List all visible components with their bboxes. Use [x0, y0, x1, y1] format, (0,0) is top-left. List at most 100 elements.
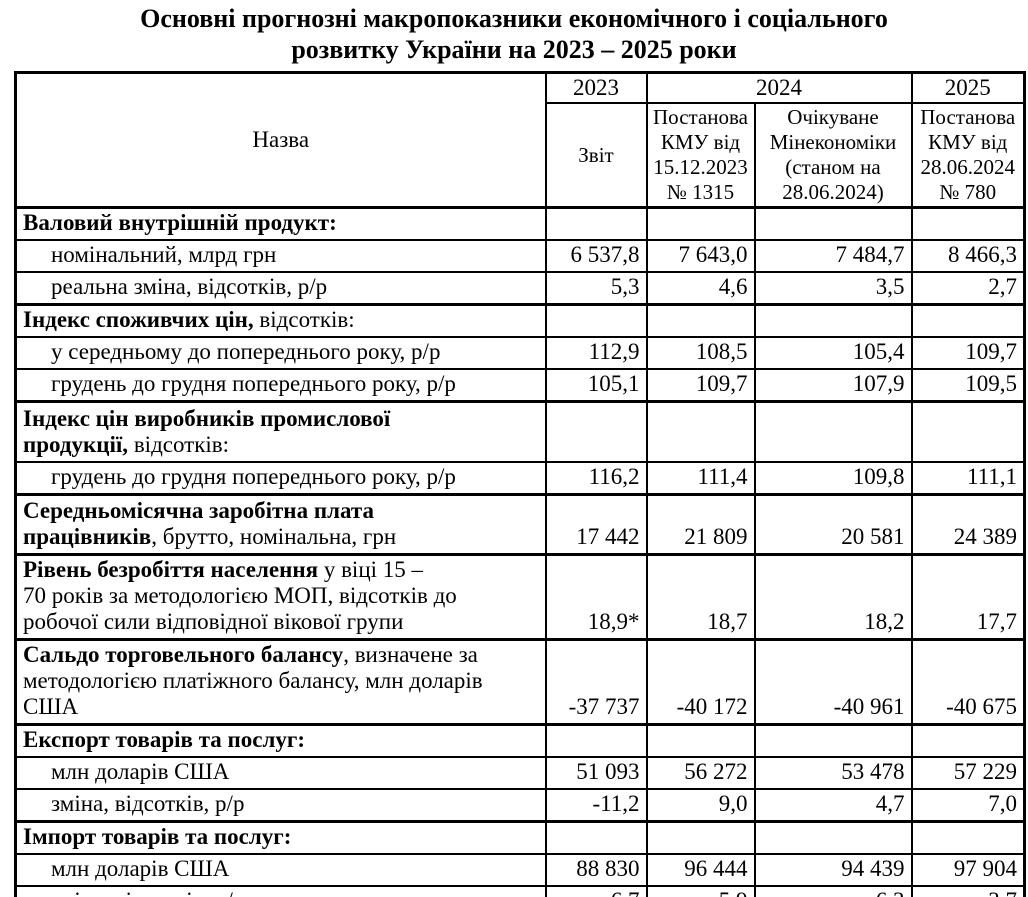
row-label-normal: млн доларів США: [51, 758, 230, 784]
row-label: млн доларів США: [14, 852, 547, 887]
value-cell: [544, 819, 648, 855]
page-title: Основні прогнозні макропоказники економі…: [140, 4, 888, 64]
table-row-trade-balance: Сальдо торговельного балансу, визначене …: [14, 637, 1026, 725]
col-header-2025: 2025: [910, 71, 1026, 104]
value-cell: [910, 819, 1026, 855]
row-label-bold: Рівень безробіття населення: [23, 556, 319, 582]
value-cell: 51 093: [544, 755, 648, 790]
value-cell: 5,9: [645, 884, 756, 897]
row-label: Індекс цін виробників промислової продук…: [14, 400, 547, 463]
value-cell: -40 675: [910, 637, 1026, 725]
value-cell: [645, 400, 756, 463]
year-header-row: Назва 2023 2024 2025: [14, 71, 1026, 209]
value-cell: 7,0: [910, 787, 1026, 822]
table-row-average-wage: Середньомісячна заробітна плата працівни…: [14, 492, 1026, 555]
value-cell: [544, 400, 648, 463]
value-cell: [753, 819, 913, 855]
col-header-name: Назва: [14, 71, 547, 209]
value-cell: 7 643,0: [645, 239, 756, 273]
row-label: грудень до грудня попереднього року, р/р: [14, 368, 547, 403]
value-cell: 18,7: [645, 552, 756, 640]
row-label-bold: Валовий внутрішній продукт:: [23, 210, 337, 235]
value-cell: 24 389: [910, 492, 1026, 555]
table-row-gdp-real-change: реальна зміна, відсотків, р/р 5,3 4,6 3,…: [14, 271, 1026, 306]
value-cell: 116,2: [544, 460, 648, 495]
value-cell: [645, 722, 756, 758]
value-cell: [753, 303, 913, 338]
value-cell: 7 484,7: [753, 239, 913, 273]
table-row-import-section: Імпорт товарів та послуг:: [14, 819, 1026, 855]
value-cell: [645, 206, 756, 241]
value-cell: 4,6: [645, 271, 756, 306]
row-label-bold: Сальдо торговельного балансу: [23, 641, 344, 667]
value-cell: 6 537,8: [544, 239, 648, 273]
value-cell: 2,7: [910, 271, 1026, 306]
value-cell: 105,4: [753, 336, 913, 370]
value-cell: 53 478: [753, 755, 913, 790]
table-row-export-usd: млн доларів США 51 093 56 272 53 478 57 …: [14, 755, 1026, 790]
value-cell: 18,9*: [544, 552, 648, 640]
value-cell: 18,2: [753, 552, 913, 640]
row-label-normal: відсотків:: [253, 307, 355, 332]
row-label: реальна зміна, відсотків, р/р: [14, 271, 547, 306]
col-header-2023: 2023: [544, 71, 648, 104]
table-row-gdp-nominal: номінальний, млрд грн 6 537,8 7 643,0 7 …: [14, 239, 1026, 273]
row-label-normal: відсотків:: [128, 431, 230, 457]
table-row-cpi-average: у середньому до попереднього року, р/р 1…: [14, 336, 1026, 370]
row-label: номінальний, млрд грн: [14, 239, 547, 273]
row-label-normal: зміна, відсотків, р/р: [51, 790, 245, 816]
col-subheader-expected: Очікуване Мінекономіки (станом на 28.06.…: [753, 102, 913, 209]
row-label-bold: Індекс цін виробників промислової продук…: [23, 405, 391, 457]
value-cell: 105,1: [544, 368, 648, 403]
row-label: Сальдо торговельного балансу, визначене …: [14, 637, 547, 725]
row-label: Середньомісячна заробітна плата працівни…: [14, 492, 547, 555]
row-label-normal: реальна зміна, відсотків, р/р: [51, 274, 328, 299]
value-cell: [645, 819, 756, 855]
row-label-normal: млн доларів США: [51, 855, 230, 881]
value-cell: [753, 400, 913, 463]
value-cell: 4,7: [753, 787, 913, 822]
table-row-import-usd: млн доларів США 88 830 96 444 94 439 97 …: [14, 852, 1026, 887]
value-cell: 57 229: [910, 755, 1026, 790]
sub-header-row: Звіт Постанова КМУ від 15.12.2023 № 1315…: [16, 102, 1026, 209]
value-cell: 109,7: [645, 368, 756, 403]
row-label: Рівень безробіття населення у віці 15 – …: [14, 552, 547, 640]
col-subheader-resolution-1315: Постанова КМУ від 15.12.2023 № 1315: [645, 102, 756, 209]
row-label: Валовий внутрішній продукт:: [14, 206, 547, 241]
value-cell: 111,1: [910, 460, 1026, 495]
row-label-bold: Імпорт товарів та послуг:: [23, 823, 292, 849]
macro-indicators-table: Назва 2023 2024 2025 Звіт Постанова КМУ …: [14, 71, 1026, 897]
row-label-normal: зміна, відсотків, р/р: [51, 888, 244, 897]
row-label: Імпорт товарів та послуг:: [14, 819, 547, 855]
value-cell: 8 466,3: [910, 239, 1026, 273]
value-cell: -40 961: [753, 637, 913, 725]
row-label-normal: , брутто, номінальна, грн: [151, 523, 397, 549]
table-row-import-change: зміна, відсотків, р/р 6,7 5,9 6,3 3,7: [14, 884, 1026, 897]
value-cell: 109,8: [753, 460, 913, 495]
value-cell: 96 444: [645, 852, 756, 887]
row-label: зміна, відсотків, р/р: [14, 787, 547, 822]
value-cell: [753, 206, 913, 241]
col-subheader-report: Звіт: [544, 102, 648, 209]
value-cell: 111,4: [645, 460, 756, 495]
row-label: у середньому до попереднього року, р/р: [14, 336, 547, 370]
value-cell: 5,3: [544, 271, 648, 306]
value-cell: 109,7: [910, 336, 1026, 370]
value-cell: 21 809: [645, 492, 756, 555]
value-cell: 97 904: [910, 852, 1026, 887]
row-label-normal: , визначене за методологією платіжного б…: [23, 641, 483, 719]
value-cell: 6,3: [753, 884, 913, 897]
value-cell: [910, 303, 1026, 338]
value-cell: [544, 206, 648, 241]
row-label: зміна, відсотків, р/р: [14, 884, 547, 897]
value-cell: [753, 722, 913, 758]
value-cell: 6,7: [544, 884, 648, 897]
row-label-normal: у віці 15 – 70 років за методологією МОП…: [23, 556, 457, 634]
row-label: млн доларів США: [14, 755, 547, 790]
table-row-unemployment: Рівень безробіття населення у віці 15 – …: [14, 552, 1026, 640]
row-label-bold: Середньомісячна заробітна плата працівни…: [23, 497, 374, 549]
value-cell: [544, 303, 648, 338]
table-row-export-section: Експорт товарів та послуг:: [14, 722, 1026, 758]
table-row-cpi-section: Індекс споживчих цін, відсотків:: [14, 303, 1026, 338]
